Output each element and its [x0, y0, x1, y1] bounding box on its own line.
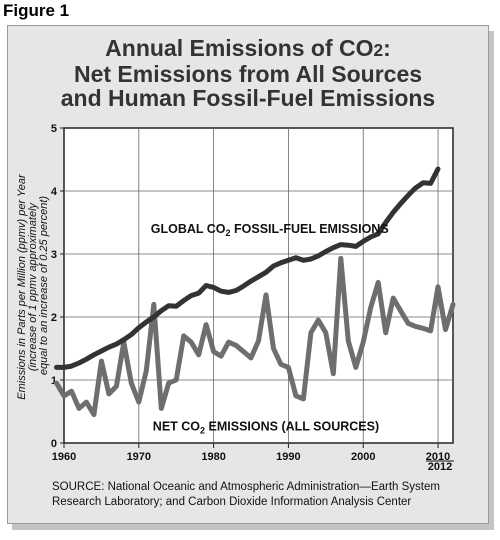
fossil-fuel-emissions-line — [54, 166, 441, 370]
y-tick-label: 4 — [51, 186, 58, 198]
y-tick-label: 5 — [51, 123, 57, 135]
x-tick-label: 1960 — [52, 451, 76, 463]
y-tick-label: 3 — [51, 249, 57, 261]
source-note-line1: SOURCE: National Oceanic and Atmospheric… — [52, 481, 440, 493]
x-tick-label: 1990 — [276, 451, 300, 463]
chart-title-subscript: 2 — [373, 40, 384, 60]
chart-title-line3: and Human Fossil-Fuel Emissions — [60, 85, 436, 111]
y-axis-label: Emissions in Parts per Million (ppmv) pe… — [16, 171, 50, 399]
x-end-tick-label: 2012 — [428, 461, 452, 473]
y-axis-label-line3: equal to an increase of 0.25 percent) — [38, 196, 50, 376]
x-tick-label: 2000 — [351, 451, 375, 463]
net-series-label: NET CO2 EMISSIONS (ALL SOURCES) — [153, 420, 379, 436]
net-emissions-line — [54, 255, 456, 418]
y-axis: 0 1 2 3 4 5 — [51, 123, 64, 450]
y-axis-label-line2: (increase of 1 ppmv approximately — [27, 201, 39, 371]
figure-label: Figure 1 — [3, 1, 70, 20]
source-note-line2: Research Laboratory; and Carbon Dioxide … — [52, 496, 412, 508]
source-note: SOURCE: National Oceanic and Atmospheric… — [52, 480, 472, 510]
y-tick-label: 2 — [51, 312, 57, 324]
chart-title-line1: Annual Emissions of CO2: — [105, 35, 391, 61]
y-axis-label-line1: Emissions in Parts per Million (ppmv) pe… — [16, 173, 28, 400]
x-tick-label: 1970 — [127, 451, 151, 463]
grid-lines — [64, 128, 453, 443]
chart-title: Annual Emissions of CO2: Net Emissions f… — [8, 36, 488, 110]
fossil-series-label: GLOBAL CO2 FOSSIL-FUEL EMISSIONS — [151, 222, 389, 238]
chart-title-line2: Net Emissions from All Sources — [73, 61, 423, 87]
y-tick-label: 0 — [51, 438, 57, 450]
y-tick-label: 1 — [51, 375, 57, 387]
series-lines — [54, 166, 456, 418]
plot-area — [63, 127, 454, 444]
x-tick-label: 2010 — [426, 451, 450, 463]
x-tick-label: 1980 — [201, 451, 225, 463]
